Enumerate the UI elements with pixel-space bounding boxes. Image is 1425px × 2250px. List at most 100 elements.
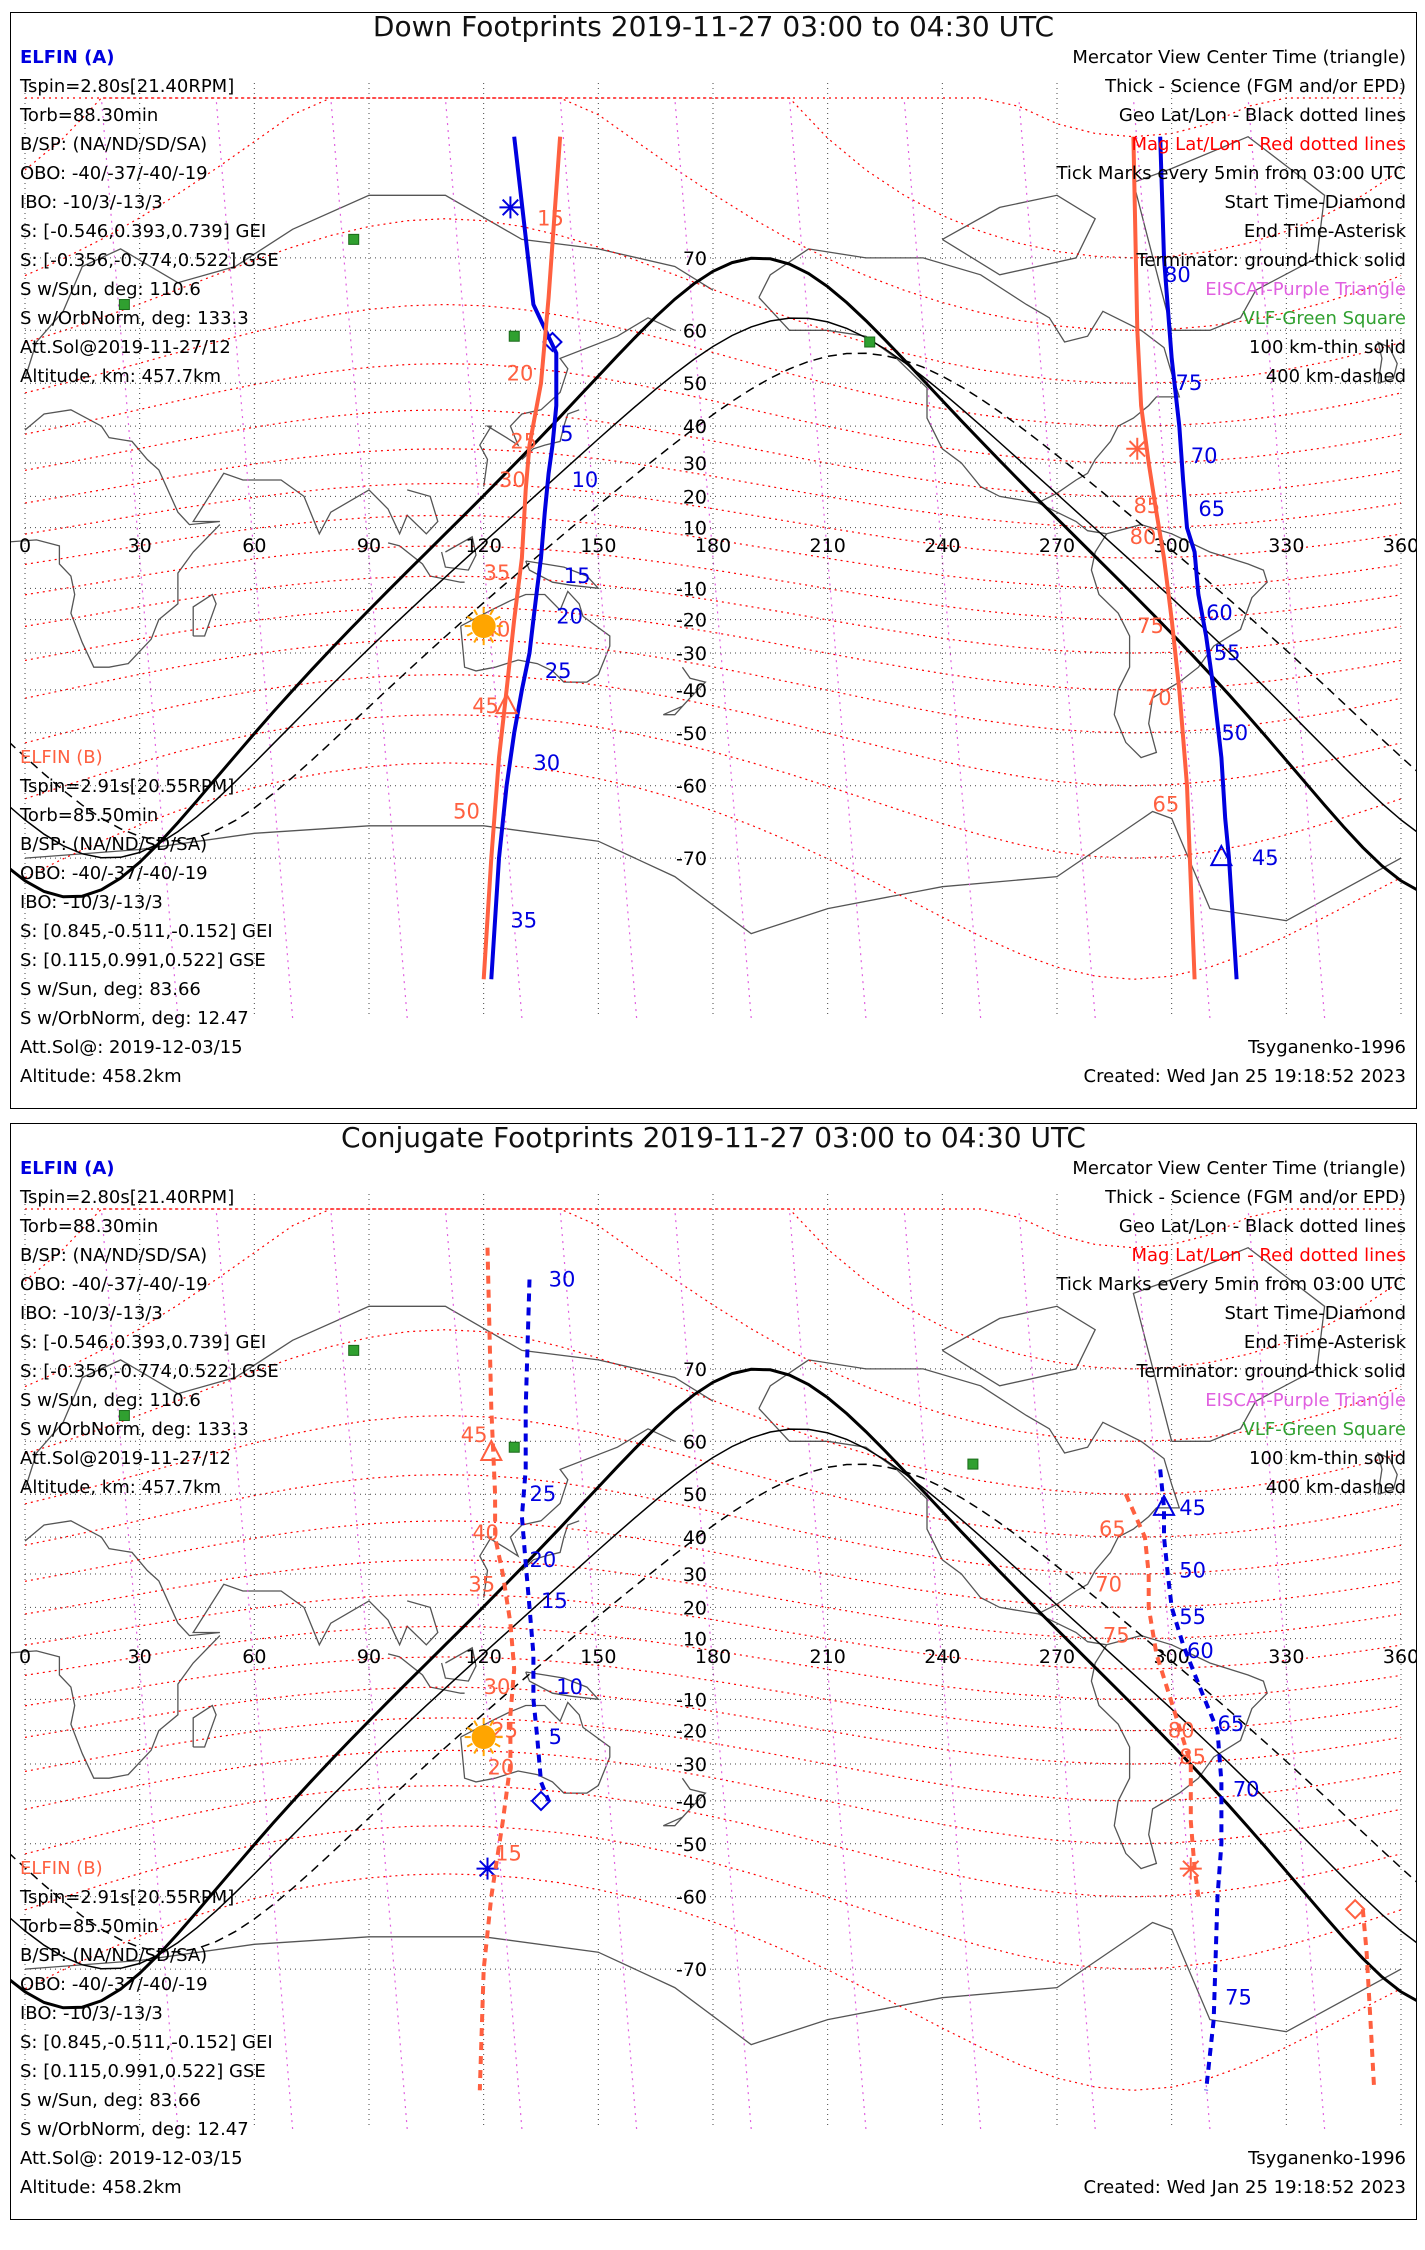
mag-longitude-line [215,97,294,1019]
sun-disc [471,614,496,639]
footprint-layer: 3025201510545505560657075454035302520156… [118,1247,1377,2091]
legend-view-center: Mercator View Center Time (triangle) [1072,47,1406,68]
mag-latitude-line [24,575,1402,654]
mag-longitude-line [1247,97,1326,1019]
elfin-b-torb: Torb=85.50min [20,805,159,826]
mag-latitude-line [24,409,1402,498]
sun-ray [466,1742,473,1748]
view-center-triangle [494,692,519,715]
elfin-b-tspin: Tspin=2.91s[20.55RPM] [20,776,235,797]
elfin-a-track [1158,136,1239,980]
sun-ray [489,609,495,616]
mag-latitude-line [24,762,1402,980]
legend-terminator: Terminator: ground-thick solid [1136,1361,1406,1382]
coastline [24,1520,439,1647]
track-tick-label: 65 [1198,497,1225,521]
elfin-b-att-sol: Att.Sol@: 2019-12-03/15 [20,1037,243,1058]
sun-ray [494,615,501,621]
sun-ray [473,609,479,616]
legend-start-time: Start Time-Diamond [1224,1303,1406,1324]
elfin-a-ibo: IBO: -10/3/-13/3 [20,1303,163,1324]
x-tick-label: 150 [580,1646,616,1668]
legend-tick-marks: Tick Marks every 5min from 03:00 UTC [1056,1274,1406,1295]
sun-ray [489,636,495,644]
track-tick-label: 20 [507,362,534,386]
x-tick-label: 300 [1154,1646,1190,1668]
mag-latitude-line [24,97,1402,331]
x-tick-label: 90 [357,535,381,557]
y-tick-label: 20 [683,1597,707,1619]
elfin-b-att-sol: Att.Sol@: 2019-12-03/15 [20,2148,243,2169]
track-tick-label: 55 [1179,1605,1206,1629]
track-tick-label: 30 [484,1675,511,1699]
x-tick-label: 30 [128,535,152,557]
mag-latitude-line [24,638,1402,734]
mag-longitude-line [1132,1208,1211,2130]
elfin-a-s-orbnorm: S w/OrbNorm, deg: 133.3 [20,1419,249,1440]
created-label: Created: Wed Jan 25 19:18:52 2023 [1083,2177,1406,2198]
asterisk-stroke [1128,440,1146,458]
track-tick-label: 45 [472,694,499,718]
view-center-triangle [479,1438,503,1462]
elfin-b-tspin: Tspin=2.91s[20.55RPM] [20,1887,235,1908]
elfin-a-bsp: B/SP: (NA/ND/SD/SA) [20,1245,208,1266]
y-tick-label: -50 [676,723,707,745]
legend-eiscat: EISCAT-Purple Triangle [1205,279,1406,300]
conjugate-footprints-map: 0 30 60 90 120 150 180 210 240 270 300 330 360706050… [11,1194,1416,2130]
coastline [521,1520,580,1571]
sun-ray [473,1720,479,1727]
x-tick-label: 180 [695,1646,731,1668]
track-tick-label: 75 [1225,1986,1252,2010]
sun-ray [473,1747,479,1755]
legend-eiscat: EISCAT-Purple Triangle [1205,1390,1406,1411]
track-tick-label: 70 [1145,686,1172,710]
track-tick-label: 30 [533,751,560,775]
elfin-a-altitude: Altitude, km: 457.7km [20,1477,222,1498]
x-tick-label: 210 [810,1646,846,1668]
legend-mag-grid: Mag Lat/Lon - Red dotted lines [1131,1245,1406,1266]
x-tick-label: 30 [128,1646,152,1668]
end-time-asterisk [1126,437,1149,460]
elfin-b-bsp: B/SP: (NA/ND/SD/SA) [20,834,208,855]
coastline [24,1305,714,1490]
coastline [758,1359,1181,1615]
y-tick-label: 30 [683,1564,707,1586]
sun-ray [494,1742,501,1748]
x-tick-label: 60 [242,1646,266,1668]
vlf-station-marker [118,1410,130,1422]
legend-thick-science: Thick - Science (FGM and/or EPD) [1105,1187,1406,1208]
mag-longitude-line [1018,1208,1096,2130]
y-tick-label: -30 [676,643,707,665]
mag-latitude-line [24,362,1402,464]
track-tick-label: 70 [1095,1572,1122,1596]
y-tick-label: -70 [676,848,707,870]
legend-start-time: Start Time-Diamond [1224,192,1406,213]
elfin-a-s-sun: S w/Sun, deg: 110.6 [20,1390,201,1411]
track-tick-label: 70 [1233,1777,1260,1801]
vlf-station-marker [508,330,520,342]
start-time-diamond [1344,1898,1366,1920]
track-tick-label: 40 [472,1521,499,1545]
track-tick-label: 65 [1099,1517,1126,1541]
conjugate-footprints-panel: 0 30 60 90 120 150 180 210 240 270 300 330 360 70 60 50… [10,1121,1417,2220]
mag-longitude-line [1018,97,1096,1019]
terminator-100km [11,317,1416,859]
coastline [479,1428,676,1598]
mag-longitude-line [1247,1208,1326,2130]
x-tick-label: 90 [357,1646,381,1668]
y-tick-label: -30 [676,1754,707,1776]
sun-ray [466,631,473,637]
elfin-b-obo: OBO: -40/-37/-40/-19 [20,863,208,884]
y-tick-label: 70 [683,1359,707,1381]
coastline [24,194,714,379]
elfin-b-s-gse: S: [0.115,0.991,0.522] GSE [20,2061,266,2082]
y-tick-label: 20 [683,486,707,508]
vlf-station-marker [508,1441,520,1453]
elfin-b-s-orbnorm: S w/OrbNorm, deg: 12.47 [20,2119,249,2140]
coastline [11,524,221,668]
down-footprints-map: 0 30 60 90 120 150 180 210 240 270 300 330 360706050… [11,83,1416,1019]
y-tick-label: 30 [683,453,707,475]
mag-longitude-line [215,1208,294,2130]
track-tick-label: 5 [560,422,573,446]
y-tick-label: -70 [676,1959,707,1981]
